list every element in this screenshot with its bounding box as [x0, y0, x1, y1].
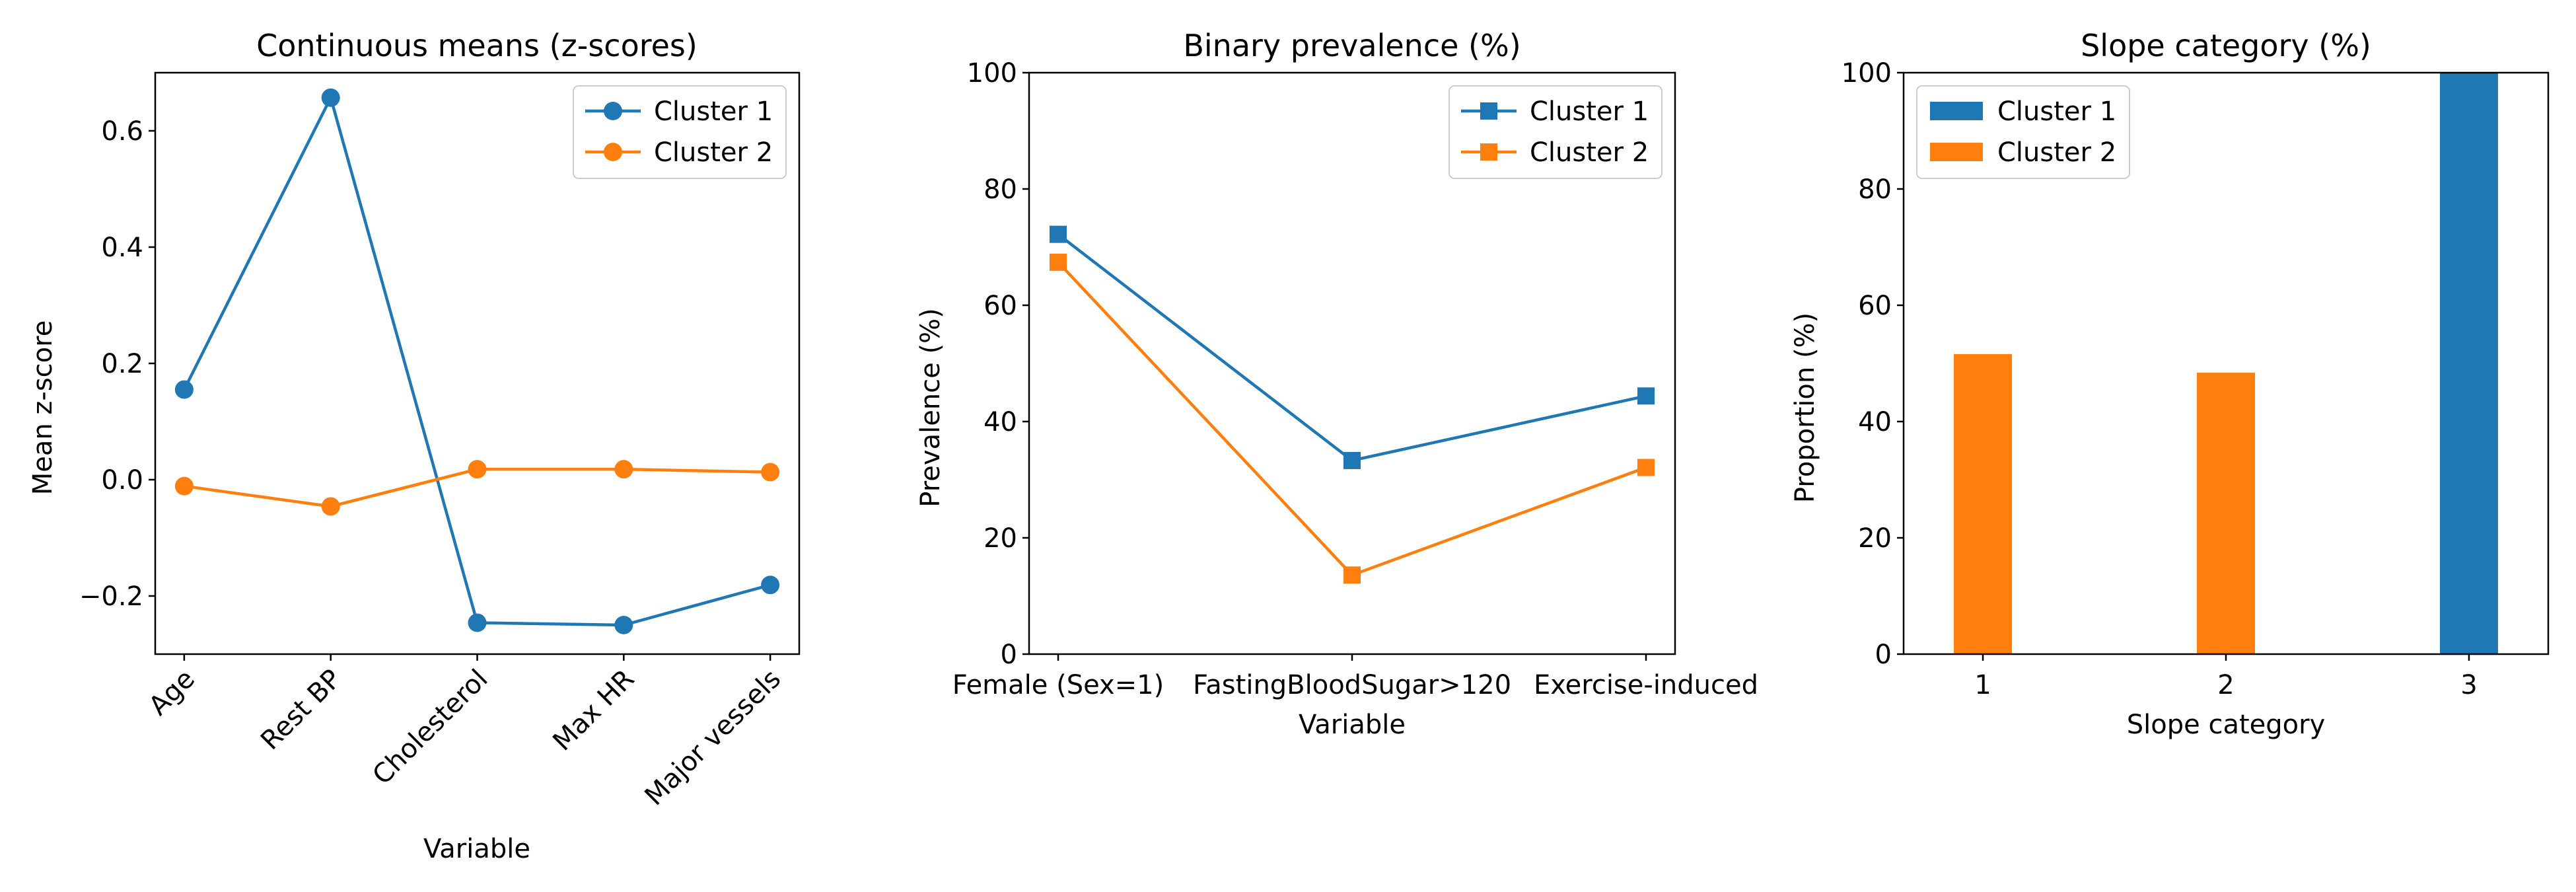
chart-title: Continuous means (z-scores) — [256, 28, 698, 63]
y-tick-label: 100 — [1842, 58, 1892, 89]
series-line-cluster-1 — [1057, 233, 1647, 463]
data-point-cluster-2 — [1343, 566, 1361, 584]
data-point-cluster-1 — [614, 616, 633, 634]
bar-cluster-2-1 — [1954, 353, 2013, 654]
legend-label: Cluster 2 — [1997, 137, 2116, 168]
x-tick-label: 3 — [2460, 670, 2477, 700]
x-tick-label: Max HR — [547, 664, 640, 757]
data-point-cluster-2 — [1637, 459, 1655, 476]
data-point-cluster-1 — [1637, 387, 1655, 405]
legend-box — [1449, 85, 1663, 179]
chart-title: Binary prevalence (%) — [1183, 28, 1521, 63]
y-tick-label: 60 — [984, 291, 1017, 321]
x-tick-label: Rest BP — [255, 664, 347, 757]
x-axis-label: Variable — [1299, 710, 1406, 740]
data-point-cluster-1 — [761, 576, 780, 595]
x-tick-label: Cholesterol — [367, 664, 493, 791]
panel-continuous-means: Continuous means (z-scores) −0.2 0.0 0.2 0.… — [28, 28, 801, 864]
data-point-cluster-2 — [761, 463, 780, 482]
x-axis-label: Slope category — [2127, 710, 2325, 740]
y-tick-label: 0.0 — [101, 465, 143, 496]
legend-label: Cluster 1 — [654, 96, 773, 127]
y-tick-label: 20 — [984, 523, 1017, 554]
x-tick-label: Exercise-induced — [1534, 670, 1758, 700]
data-point-cluster-1 — [468, 613, 487, 632]
legend-label: Cluster 2 — [1530, 137, 1649, 168]
legend-marker — [1480, 102, 1497, 120]
data-point-cluster-2 — [468, 460, 487, 479]
legend-box — [573, 85, 787, 179]
data-point-cluster-1 — [1343, 451, 1361, 469]
y-tick-label: −0.2 — [79, 581, 143, 612]
x-tick-label: 1 — [1974, 670, 1991, 700]
plot-area: 0 20 40 60 80 100 1 2 3 Cluster 1 Cluster 2 — [1842, 58, 2550, 700]
y-tick-label: 80 — [1858, 174, 1892, 205]
y-tick-label: 0 — [1875, 640, 1892, 670]
plot-area: −0.2 0.0 0.2 0.4 0.6 Age Rest BP Cholesterol Max… — [79, 71, 801, 812]
x-tick-label: Major vessels — [639, 664, 787, 812]
y-axis-label: Prevalence (%) — [915, 308, 946, 507]
y-tick-label: 60 — [1858, 291, 1892, 321]
legend-marker — [604, 102, 622, 120]
panel-binary-prevalence: Binary prevalence (%) 0 20 40 60 80 100 Female… — [915, 28, 1758, 740]
y-axis-label: Proportion (%) — [1790, 313, 1820, 503]
data-point-cluster-1 — [1050, 225, 1067, 243]
data-point-cluster-1 — [174, 380, 194, 399]
legend-swatch — [1930, 143, 1983, 161]
y-tick-label: 0.6 — [101, 116, 143, 147]
legend-marker — [604, 143, 622, 161]
x-tick-label: Age — [143, 664, 201, 722]
data-point-cluster-2 — [614, 460, 633, 479]
plot-area: 0 20 40 60 80 100 Female (Sex=1) FastingBloodSu… — [952, 58, 1758, 700]
y-tick-label: 0.2 — [101, 349, 143, 379]
legend: Cluster 1 Cluster 2 — [1449, 85, 1663, 179]
x-tick-label: 2 — [2217, 670, 2234, 700]
y-tick-label: 40 — [1858, 407, 1892, 437]
legend: Cluster 1 Cluster 2 — [573, 85, 787, 179]
x-axis-label: Variable — [423, 834, 530, 864]
legend-swatch — [1930, 102, 1983, 120]
chart-title: Slope category (%) — [2081, 28, 2371, 63]
panel-slope-category: Slope category (%) 0 20 40 60 80 100 1 2 3 Cluste… — [1790, 28, 2550, 740]
data-point-cluster-2 — [1050, 253, 1067, 271]
legend-label: Cluster 2 — [654, 137, 773, 168]
legend-marker — [1480, 143, 1497, 161]
legend-label: Cluster 1 — [1997, 96, 2116, 127]
legend-label: Cluster 1 — [1530, 96, 1649, 127]
y-tick-label: 0.4 — [101, 233, 143, 263]
bar-cluster-1-3 — [2439, 73, 2498, 654]
x-tick-label: FastingBloodSugar>120 — [1193, 670, 1511, 700]
y-tick-label: 100 — [967, 58, 1017, 89]
data-point-cluster-2 — [321, 497, 340, 516]
y-tick-label: 40 — [984, 407, 1017, 437]
series-line-cluster-2 — [1057, 261, 1647, 577]
x-tick-label: Female (Sex=1) — [952, 670, 1164, 700]
bar-cluster-2-2 — [2197, 373, 2255, 654]
legend: Cluster 1 Cluster 2 — [1916, 85, 2130, 179]
y-tick-label: 0 — [1001, 640, 1017, 670]
data-point-cluster-2 — [174, 476, 194, 496]
y-tick-label: 20 — [1858, 523, 1892, 554]
y-axis-label: Mean z-score — [28, 320, 58, 496]
data-point-cluster-1 — [321, 88, 340, 107]
y-tick-label: 80 — [984, 174, 1017, 205]
